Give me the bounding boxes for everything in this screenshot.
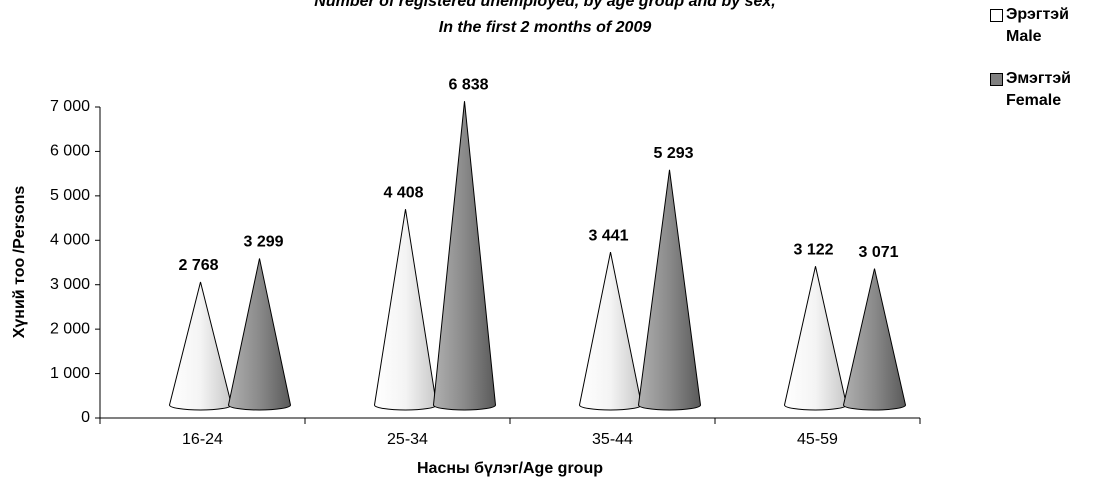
y-tick-label: 1 000 — [50, 365, 90, 382]
x-tick-label: 25-34 — [387, 431, 428, 448]
legend-label: Эмэгтэй Female — [1006, 70, 1072, 109]
legend-item: Эмэгтэй Female — [990, 70, 1090, 112]
cone — [168, 281, 233, 411]
y-tick-label: 7 000 — [50, 98, 90, 115]
value-label: 4 408 — [383, 184, 423, 201]
legend-item: Эрэгтэй Male — [990, 6, 1090, 48]
y-axis-label: Хүний тоо /Persons — [11, 186, 28, 339]
cone — [227, 258, 292, 411]
legend: Эрэгтэй Male Эмэгтэй Female — [990, 6, 1090, 134]
value-label: 2 768 — [178, 257, 218, 274]
y-tick-label: 2 000 — [50, 320, 90, 337]
cone — [373, 209, 438, 411]
x-tick-label: 35-44 — [592, 431, 633, 448]
x-tick-label: 16-24 — [182, 431, 223, 448]
y-tick-label: 4 000 — [50, 232, 90, 249]
value-label: 3 299 — [243, 234, 283, 251]
cone — [637, 169, 702, 411]
legend-swatch — [990, 73, 1003, 86]
value-label: 3 122 — [793, 242, 833, 259]
y-tick-label: 5 000 — [50, 187, 90, 204]
x-axis-label: Насны бүлэг/Age group — [417, 460, 603, 477]
chart-subtitle: In the first 2 months of 2009 — [439, 19, 652, 36]
cone — [432, 101, 497, 411]
cone — [842, 268, 907, 411]
cone — [578, 252, 643, 411]
legend-swatch — [990, 9, 1003, 22]
legend-label: Эрэгтэй Male — [1006, 6, 1069, 45]
value-label: 3 441 — [588, 227, 628, 244]
value-label: 5 293 — [653, 145, 693, 162]
y-tick-label: 0 — [81, 409, 90, 426]
chart-title: Number of registered unemployed, by age … — [314, 0, 775, 10]
x-tick-label: 45-59 — [797, 431, 838, 448]
value-label: 3 071 — [858, 244, 898, 261]
value-label: 6 838 — [448, 76, 488, 93]
cone — [783, 266, 848, 411]
y-tick-label: 6 000 — [50, 143, 90, 160]
y-tick-label: 3 000 — [50, 276, 90, 293]
